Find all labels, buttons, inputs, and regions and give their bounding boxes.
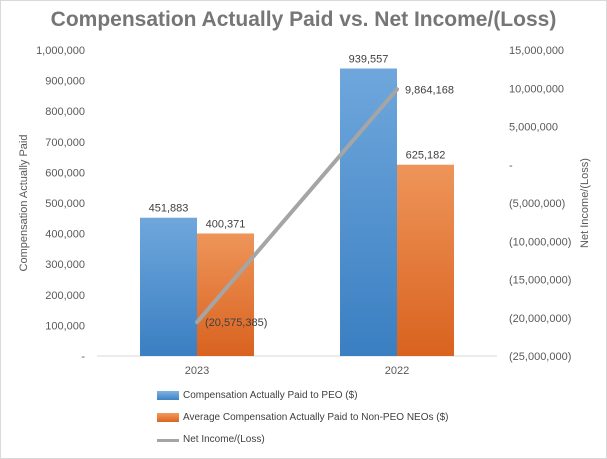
y-tick-label: 900,000 [45, 76, 85, 88]
y2-axis-title: Net Income/(Loss) [579, 158, 591, 248]
y2-tick-label: (5,000,000) [509, 198, 565, 210]
y-tick-label: 800,000 [45, 106, 85, 118]
y-axis-title: Compensation Actually Paid [18, 135, 30, 272]
net-income-label: (20,575,385) [205, 317, 267, 329]
bar-label-neo: 400,371 [206, 218, 246, 230]
y-tick-label: - [81, 351, 85, 363]
y-tick-label: 400,000 [45, 229, 85, 241]
net-income-line [195, 87, 399, 325]
net-income-label: 9,864,168 [405, 84, 454, 96]
y-tick-label: 500,000 [45, 198, 85, 210]
bar-peo [140, 217, 197, 356]
bar-neo [197, 233, 254, 356]
legend-swatch-neo [157, 413, 179, 422]
y2-tick-label: (15,000,000) [509, 275, 571, 287]
bar-label-peo: 939,557 [349, 53, 389, 65]
legend-label-neo: Average Compensation Actually Paid to No… [183, 412, 449, 423]
y2-tick-label: - [509, 160, 513, 172]
y-tick-label: 700,000 [45, 137, 85, 149]
y-tick-label: 300,000 [45, 259, 85, 271]
legend-label-peo: Compensation Actually Paid to PEO ($) [183, 390, 358, 401]
x-tick-label: 2023 [185, 365, 209, 377]
bar-label-peo: 451,883 [149, 203, 189, 215]
y2-tick-label: (20,000,000) [509, 313, 571, 325]
y2-tick-label: 5,000,000 [509, 122, 558, 134]
x-tick-label: 2022 [385, 365, 409, 377]
legend-swatch-net-income [157, 439, 179, 442]
bar-neo [397, 164, 454, 356]
y2-tick-label: 15,000,000 [509, 45, 564, 57]
bar-label-neo: 625,182 [406, 150, 446, 162]
y-tick-label: 200,000 [45, 290, 85, 302]
legend-swatch-peo [157, 391, 179, 400]
legend-label-net-income: Net Income/(Loss) [183, 434, 265, 445]
y2-tick-label: (10,000,000) [509, 236, 571, 248]
y-tick-label: 1,000,000 [36, 45, 85, 57]
y2-tick-label: (25,000,000) [509, 351, 571, 363]
y-tick-label: 100,000 [45, 320, 85, 332]
y2-tick-label: 10,000,000 [509, 83, 564, 95]
y-tick-label: 600,000 [45, 167, 85, 179]
bar-peo [340, 68, 397, 357]
chart-title: Compensation Actually Paid vs. Net Incom… [50, 8, 557, 31]
